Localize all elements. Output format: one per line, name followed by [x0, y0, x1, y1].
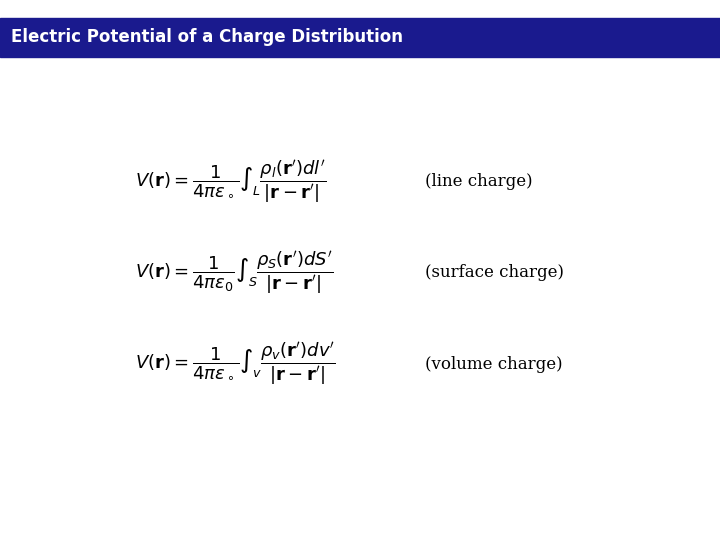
Text: $V(\mathbf{r}) = \dfrac{1}{4\pi\varepsilon_0} \int_S \dfrac{\rho_S(\mathbf{r}')d: $V(\mathbf{r}) = \dfrac{1}{4\pi\varepsil… [135, 249, 333, 296]
Text: (volume charge): (volume charge) [425, 356, 562, 373]
Text: (line charge): (line charge) [425, 173, 532, 190]
Text: $V(\mathbf{r}) = \dfrac{1}{4\pi\varepsilon_\circ} \int_v \dfrac{\rho_v(\mathbf{r: $V(\mathbf{r}) = \dfrac{1}{4\pi\varepsil… [135, 341, 336, 388]
Text: $V(\mathbf{r}) = \dfrac{1}{4\pi\varepsilon_\circ} \int_L \dfrac{\rho_l(\mathbf{r: $V(\mathbf{r}) = \dfrac{1}{4\pi\varepsil… [135, 158, 325, 205]
Text: Electric Potential of a Charge Distribution: Electric Potential of a Charge Distribut… [11, 28, 402, 46]
Text: (surface charge): (surface charge) [425, 264, 564, 281]
